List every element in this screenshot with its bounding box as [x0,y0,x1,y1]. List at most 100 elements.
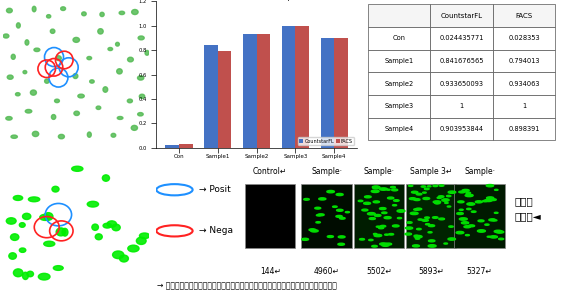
Ellipse shape [27,271,34,277]
Ellipse shape [11,234,19,240]
Circle shape [397,217,402,219]
Circle shape [478,220,484,222]
Ellipse shape [11,135,17,138]
Circle shape [387,189,390,190]
Circle shape [345,212,350,213]
Ellipse shape [107,221,116,227]
Circle shape [365,196,371,198]
Circle shape [465,235,469,236]
Circle shape [447,195,451,197]
Circle shape [389,234,393,235]
Circle shape [486,184,493,187]
Circle shape [327,236,333,237]
Circle shape [382,244,389,246]
Ellipse shape [117,117,123,119]
Circle shape [405,233,411,235]
Ellipse shape [73,74,78,78]
Circle shape [485,199,492,201]
Ellipse shape [33,131,39,137]
Circle shape [442,199,448,201]
Circle shape [428,245,436,247]
Circle shape [459,191,465,193]
Circle shape [444,243,447,244]
Circle shape [372,245,377,247]
Circle shape [384,217,391,219]
Circle shape [433,201,441,203]
Text: → Posit: → Posit [198,185,230,194]
Circle shape [458,201,464,203]
Bar [245,183,296,248]
Circle shape [380,225,386,227]
Bar [455,183,505,248]
Ellipse shape [16,93,20,96]
Circle shape [491,199,496,201]
Circle shape [425,224,430,225]
Circle shape [337,209,343,211]
Text: 平均荧
光强度◄: 平均荧 光强度◄ [515,196,542,221]
Circle shape [369,239,373,241]
Ellipse shape [138,36,144,40]
Text: Sample·: Sample· [311,167,342,176]
Circle shape [485,224,489,225]
Ellipse shape [87,201,98,207]
Ellipse shape [6,218,16,224]
Circle shape [318,214,324,216]
Ellipse shape [30,90,37,95]
Ellipse shape [87,56,92,60]
Circle shape [434,202,440,204]
Circle shape [411,191,418,193]
Ellipse shape [138,76,144,80]
Text: Control↵: Control↵ [253,167,287,176]
Bar [179,144,193,148]
Circle shape [311,230,318,232]
Circle shape [414,235,422,238]
Ellipse shape [132,9,138,14]
Circle shape [442,199,449,201]
Ellipse shape [117,69,122,74]
Circle shape [369,218,375,219]
Ellipse shape [16,23,20,28]
Circle shape [422,219,428,221]
Circle shape [373,201,379,203]
Circle shape [414,209,419,210]
Circle shape [493,220,497,221]
Circle shape [414,235,418,236]
Circle shape [392,189,398,191]
Ellipse shape [23,71,27,74]
Ellipse shape [73,37,79,42]
Bar [353,183,404,248]
Ellipse shape [139,94,145,99]
Circle shape [362,209,368,211]
Ellipse shape [112,224,120,231]
Legend: CountstarFL, FACS: CountstarFL, FACS [298,137,355,145]
Circle shape [424,188,429,190]
Circle shape [416,193,422,195]
Circle shape [437,197,441,199]
Circle shape [478,230,486,232]
Ellipse shape [56,56,61,60]
Circle shape [487,197,493,199]
Ellipse shape [74,111,79,116]
Circle shape [464,226,470,228]
Ellipse shape [128,99,133,103]
Ellipse shape [137,237,146,245]
Circle shape [336,194,343,196]
Circle shape [425,217,429,218]
Circle shape [373,186,380,189]
Ellipse shape [98,29,103,34]
Ellipse shape [111,133,116,137]
Bar [301,183,352,248]
Circle shape [428,240,435,242]
Circle shape [494,230,502,233]
Ellipse shape [9,253,16,259]
Title: Normalization and comparison: Normalization and comparison [198,0,315,1]
Circle shape [466,208,471,210]
Circle shape [462,189,469,191]
Circle shape [338,243,345,245]
Circle shape [392,205,397,206]
Circle shape [409,185,413,186]
Bar [320,37,334,148]
Ellipse shape [47,15,51,18]
Ellipse shape [139,233,149,239]
Ellipse shape [7,8,12,13]
